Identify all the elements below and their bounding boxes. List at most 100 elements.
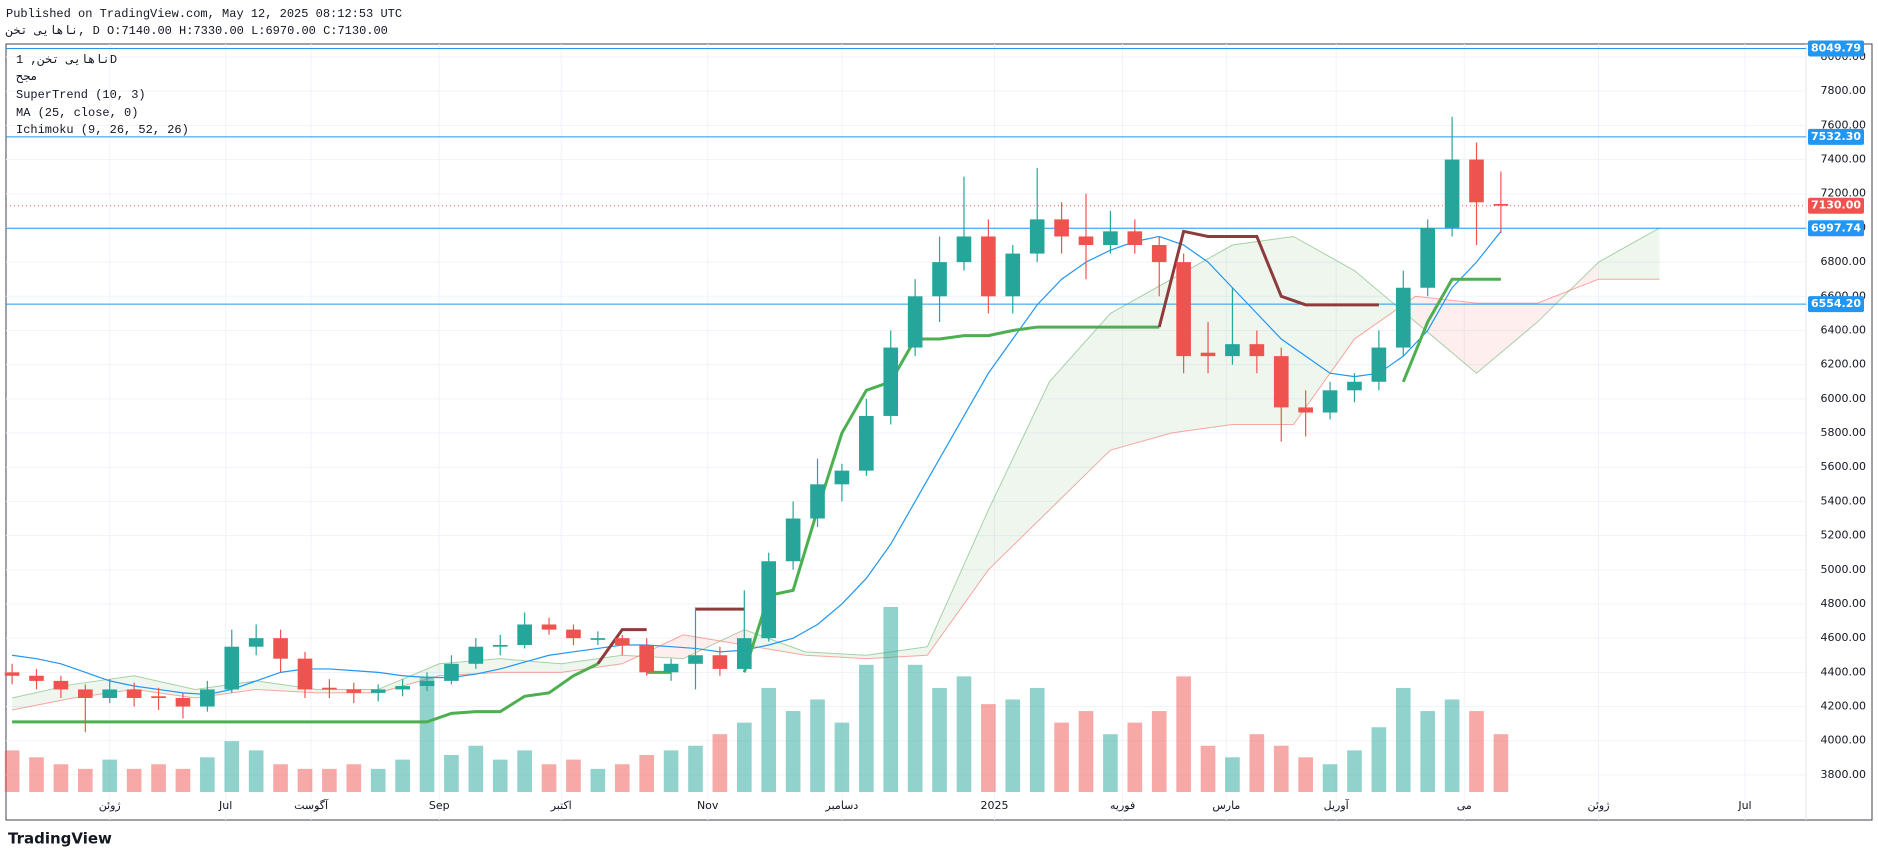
y-tick-label: 7600.00 bbox=[1821, 118, 1867, 131]
cloud-fill bbox=[500, 658, 562, 673]
x-tick-label: Jul bbox=[1737, 799, 1751, 812]
candle-body bbox=[29, 675, 44, 681]
volume-bar bbox=[1469, 711, 1484, 792]
candle-body bbox=[1200, 352, 1216, 357]
candle-body bbox=[273, 638, 288, 659]
volume-bar bbox=[517, 750, 532, 792]
cloud-fill bbox=[378, 663, 440, 693]
volume-bar bbox=[395, 759, 410, 792]
candle-body bbox=[956, 236, 972, 263]
candle-body bbox=[4, 672, 20, 676]
symbol-line: ناهایی تخن, D O:7140.00 H:7330.00 L:6970… bbox=[5, 24, 388, 38]
volume-bar bbox=[200, 757, 215, 792]
volume-bar bbox=[1249, 734, 1265, 792]
y-tick-label: 4800.00 bbox=[1821, 597, 1867, 610]
volume-bar bbox=[1176, 676, 1191, 792]
cloud-fill bbox=[1598, 227, 1660, 280]
candle-body bbox=[785, 518, 801, 562]
cloud-fill bbox=[1537, 262, 1599, 322]
volume-bar bbox=[1200, 745, 1216, 792]
volume-bar bbox=[810, 699, 825, 792]
volume-bar bbox=[1493, 734, 1509, 792]
candle-body bbox=[444, 663, 459, 681]
candle-body bbox=[761, 561, 777, 639]
volume-bar bbox=[1347, 750, 1362, 792]
candle-body bbox=[541, 624, 557, 630]
candle-body bbox=[346, 689, 362, 693]
legend-ma: MA (25, close, 0) bbox=[16, 106, 138, 120]
candle-body bbox=[1054, 219, 1069, 237]
chart-frame bbox=[5, 43, 1873, 821]
price-label: 7532.30 bbox=[1811, 130, 1861, 143]
volume-bar bbox=[126, 768, 142, 792]
ichimoku-span-b bbox=[12, 278, 1660, 711]
volume-bar bbox=[224, 741, 240, 792]
volume-bar bbox=[1054, 722, 1069, 792]
cloud-fill bbox=[1476, 303, 1538, 374]
volume-bar bbox=[1298, 757, 1313, 792]
plot-area: 3800.00 4000.00 4200.00 4400.00 4600.00 4800.… bbox=[4, 40, 1867, 820]
y-tick-label: 6000.00 bbox=[1821, 392, 1867, 405]
volume-bar bbox=[419, 676, 435, 792]
volume-bar bbox=[1078, 711, 1094, 792]
x-tick-label: ژوئن bbox=[1588, 799, 1610, 812]
candle-body bbox=[1078, 236, 1094, 246]
volume-bar bbox=[663, 750, 679, 792]
cloud-fill bbox=[927, 509, 989, 656]
candle-body bbox=[1103, 231, 1118, 246]
price-label: 6997.74 bbox=[1811, 221, 1861, 234]
volume-bar bbox=[883, 607, 899, 792]
volume-bar bbox=[297, 768, 313, 792]
candle-body bbox=[200, 689, 215, 707]
volume-bar bbox=[736, 722, 752, 792]
y-tick-label: 7800.00 bbox=[1821, 84, 1867, 97]
candle-body bbox=[78, 689, 93, 698]
y-tick-label: 3800.00 bbox=[1821, 768, 1867, 781]
x-tick-label: اکتبر bbox=[550, 799, 572, 812]
price-label-box bbox=[1808, 220, 1864, 237]
volume-bar bbox=[4, 750, 20, 792]
volume-bar bbox=[761, 687, 777, 792]
volume-bar bbox=[29, 757, 44, 792]
x-tick-label: 2025 bbox=[980, 799, 1008, 812]
legend: ناهایی تخن, 1D مجح SuperTrend (10, 3) MA… bbox=[16, 53, 189, 137]
cloud-fill bbox=[12, 684, 74, 710]
volume-bar bbox=[834, 722, 850, 792]
cloud-fill bbox=[1354, 270, 1416, 340]
volume-bar bbox=[541, 764, 557, 792]
candle-body bbox=[663, 663, 679, 673]
candle-body bbox=[1029, 219, 1045, 254]
ichimoku-span-a bbox=[11, 227, 1660, 699]
y-tick-label: 4200.00 bbox=[1821, 700, 1867, 713]
candle-body bbox=[492, 644, 508, 647]
volume-bar bbox=[1395, 687, 1411, 792]
candle-body bbox=[1249, 344, 1265, 357]
volume-bar bbox=[614, 764, 630, 792]
candle-body bbox=[834, 470, 850, 485]
candle-body bbox=[1298, 407, 1313, 413]
volume-bar bbox=[102, 759, 118, 792]
candle-body bbox=[126, 689, 142, 698]
volume-bar bbox=[322, 768, 337, 792]
volume-bar bbox=[932, 687, 947, 792]
volume-bar bbox=[785, 711, 801, 792]
y-tick-label: 5800.00 bbox=[1821, 426, 1867, 439]
cloud-fill bbox=[988, 381, 1050, 570]
volume-bar bbox=[1005, 699, 1021, 792]
volume-bar bbox=[1151, 711, 1167, 792]
y-tick-label: 5200.00 bbox=[1821, 529, 1867, 542]
candle-body bbox=[1151, 245, 1167, 263]
candle-body bbox=[1273, 356, 1289, 408]
candle-body bbox=[1444, 159, 1460, 228]
y-tick-label: 7400.00 bbox=[1821, 153, 1867, 166]
candle-body bbox=[224, 646, 240, 690]
volume-bar bbox=[590, 768, 606, 792]
candle-body bbox=[370, 689, 386, 693]
candle-body bbox=[248, 638, 264, 647]
candle-body bbox=[566, 629, 581, 639]
candle-body bbox=[1420, 227, 1436, 288]
volume-bar bbox=[1420, 711, 1436, 792]
candle-body bbox=[712, 655, 728, 669]
volume-bar bbox=[1127, 722, 1143, 792]
